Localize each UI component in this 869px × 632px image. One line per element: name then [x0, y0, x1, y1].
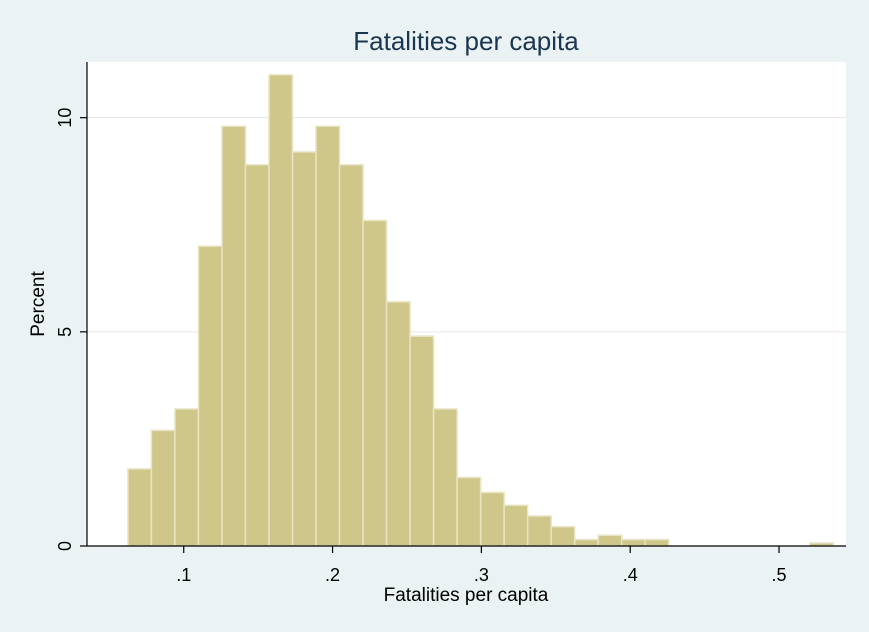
- x-tick-label: .2: [325, 565, 340, 585]
- y-tick-label: 5: [55, 327, 75, 337]
- histogram-bar: [503, 504, 529, 547]
- histogram-bar: [362, 219, 388, 547]
- histogram-bar: [268, 74, 294, 547]
- x-tick-label: .3: [474, 565, 489, 585]
- histogram-bar: [338, 164, 364, 547]
- x-tick-label: .1: [176, 565, 191, 585]
- histogram-bar: [291, 151, 317, 547]
- x-tick-label: .5: [772, 565, 787, 585]
- y-axis-label: Percent: [28, 271, 49, 337]
- histogram-bar: [644, 538, 670, 547]
- histogram-bar: [597, 534, 623, 547]
- histogram-bar: [479, 491, 505, 547]
- histogram-bar: [432, 408, 458, 547]
- histogram-bar: [150, 429, 176, 547]
- histogram-bar: [244, 164, 270, 547]
- histogram-bar: [197, 245, 223, 547]
- x-axis-ticks: .1 .2 .3 .4 .5: [176, 546, 787, 585]
- histogram-bar: [550, 525, 576, 547]
- histogram-bar: [573, 538, 599, 547]
- histogram-bar: [456, 476, 482, 547]
- x-tick-label: .4: [623, 565, 638, 585]
- histogram-bar: [174, 408, 200, 547]
- y-tick-label: 0: [55, 541, 75, 551]
- x-axis-label: Fatalities per capita: [384, 585, 549, 606]
- histogram-bar: [221, 125, 247, 547]
- histogram-bar: [315, 125, 341, 547]
- histogram-bar: [526, 515, 552, 547]
- histogram-bar: [127, 468, 153, 547]
- y-tick-label: 10: [55, 108, 75, 128]
- histogram-bar: [385, 301, 411, 547]
- y-axis-ticks: 0 5 10: [55, 108, 87, 551]
- histogram-bar: [409, 335, 435, 547]
- chart-title: Fatalities per capita: [353, 26, 579, 56]
- histogram-bar: [620, 538, 646, 547]
